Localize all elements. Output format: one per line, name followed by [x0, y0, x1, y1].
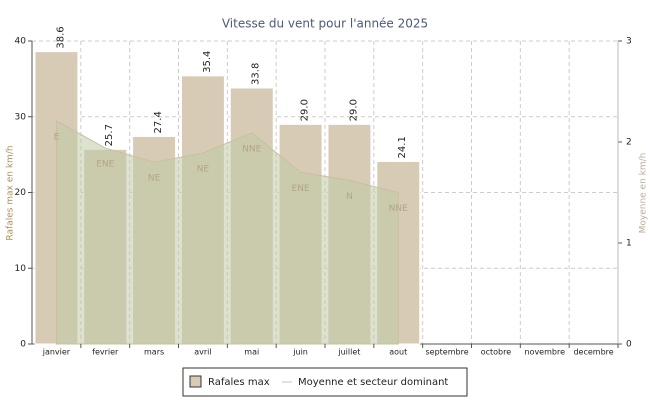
- y-tick-label: 20: [15, 188, 27, 198]
- y2-tick-label: 2: [626, 138, 632, 148]
- y2-tick-label: 0: [626, 340, 632, 350]
- data-label: 38.6: [55, 26, 66, 48]
- x-tick-label: avril: [194, 348, 211, 357]
- y2-axis-label: Moyenne en km/h: [639, 153, 649, 234]
- x-tick-label: juin: [292, 348, 308, 357]
- x-tick-label: mai: [244, 348, 259, 357]
- y2-tick-label: 3: [626, 37, 632, 47]
- legend-swatch: [189, 375, 202, 388]
- chart-title: Vitesse du vent pour l'année 2025: [222, 17, 428, 31]
- sector-label: N: [346, 192, 353, 202]
- y-tick-label: 30: [15, 112, 27, 122]
- x-tick-label: octobre: [481, 348, 512, 357]
- area: [55, 119, 399, 345]
- legend-label: Moyenne et secteur dominant: [298, 377, 448, 388]
- x-tick-label: mars: [144, 348, 164, 357]
- sector-label: ENE: [292, 184, 310, 194]
- legend: [182, 367, 468, 397]
- sector-label: E: [54, 132, 60, 142]
- data-label: 35.4: [202, 51, 213, 73]
- y-axis-label: Rafales max en km/h: [6, 145, 16, 240]
- data-label: 33.8: [251, 63, 262, 85]
- y-tick-label: 10: [15, 264, 27, 274]
- y-tick-label: 40: [15, 37, 27, 47]
- data-label: 24.1: [397, 136, 408, 158]
- sector-label: NE: [197, 165, 210, 175]
- y-tick-label: 0: [20, 340, 26, 350]
- x-tick-label: aout: [389, 348, 407, 357]
- x-tick-label: juillet: [337, 348, 360, 357]
- data-label: 29.0: [348, 99, 359, 121]
- legend-label: Rafales max: [208, 377, 270, 388]
- sector-label: NNE: [242, 144, 261, 154]
- x-tick-label: fevrier: [92, 348, 119, 357]
- x-tick-label: decembre: [573, 348, 613, 357]
- x-tick-label: novembre: [524, 348, 565, 357]
- x-tick-label: septembre: [426, 348, 469, 357]
- data-label: 25.7: [104, 124, 115, 146]
- sector-label: NE: [148, 174, 161, 184]
- data-label: 27.4: [153, 111, 164, 133]
- x-tick-label: janvier: [42, 348, 71, 357]
- data-label: 29.0: [300, 99, 311, 121]
- sector-label: ENE: [96, 160, 114, 170]
- sector-label: NNE: [389, 204, 408, 214]
- y2-tick-label: 1: [626, 239, 632, 249]
